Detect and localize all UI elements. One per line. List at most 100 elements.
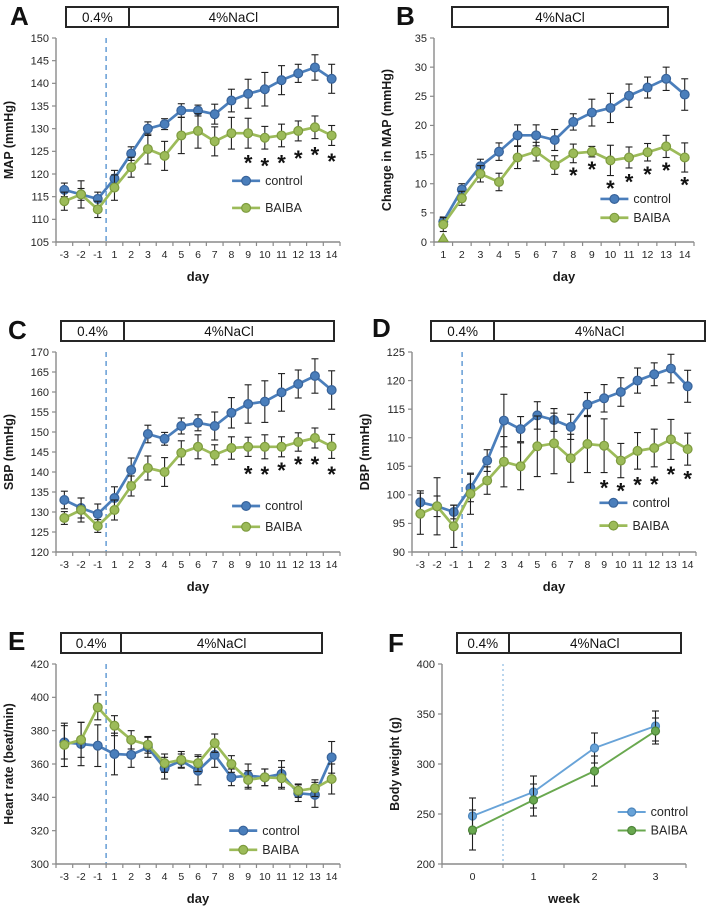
x-tick-label: 5	[178, 249, 184, 261]
x-axis-title: day	[543, 579, 566, 594]
data-point-baiba	[126, 162, 137, 173]
data-point-control	[565, 421, 576, 432]
series-baiba	[59, 694, 337, 798]
data-point-baiba	[92, 702, 103, 713]
data-point-control	[498, 415, 509, 426]
legend-label-control: control	[633, 192, 671, 206]
x-tick-label: 11	[276, 249, 287, 261]
x-tick-label: 8	[228, 871, 234, 883]
data-point-baiba	[549, 438, 560, 449]
y-tick-label: 120	[387, 375, 405, 387]
y-tick-label: 400	[417, 659, 435, 671]
data-point-control	[92, 740, 103, 751]
series-line-control	[471, 725, 657, 817]
diet-label-nacl: 4%NaCl	[127, 6, 339, 28]
x-tick-label: 14	[326, 249, 338, 261]
legend-marker-control	[627, 807, 637, 817]
legend-marker-baiba	[238, 844, 249, 855]
data-point-control	[293, 68, 304, 79]
x-tick-label: 3	[145, 249, 151, 261]
panel-a: A 0.4% 4%NaCl 105 110 115 120 125 130 135 140 14…	[0, 0, 356, 290]
x-tick-label: 1	[112, 871, 118, 883]
data-point-control	[482, 455, 493, 466]
panel-f: F 0.4% 4%NaCl 200 250 300 350 400 0 1 2 3 week Bod…	[356, 600, 712, 912]
data-point-baiba	[605, 155, 616, 166]
data-point-control	[679, 89, 690, 100]
panel-b: B 4%NaCl 0 5 10 15 20 25 30 35 1 2 3 4 5 6 7 8 9 10 11 12 13…	[356, 0, 712, 290]
data-point-baiba	[326, 130, 337, 141]
x-tick-label: 10	[259, 249, 271, 261]
significance-asterisk: *	[600, 476, 609, 501]
x-tick-label: 12	[292, 559, 304, 571]
significance-asterisk: *	[244, 461, 253, 486]
x-tick-label: 8	[228, 559, 234, 571]
data-point-baiba	[549, 160, 560, 171]
panel-e: E 0.4% 4%NaCl 300 320 340 360 380 400 420 -3 -2-…	[0, 600, 356, 912]
significance-asterisk: *	[667, 462, 676, 487]
series-line-baiba	[471, 730, 657, 831]
x-tick-label: -1	[449, 559, 458, 571]
data-point-baiba	[76, 189, 87, 200]
data-point-baiba	[582, 438, 593, 449]
data-point-baiba	[624, 152, 635, 163]
data-point-control	[494, 146, 505, 157]
data-point-control	[176, 105, 187, 116]
y-tick-label: 160	[31, 387, 49, 399]
data-point-control	[682, 381, 693, 392]
legend-marker-baiba	[608, 520, 619, 531]
x-tick-label: 10	[615, 559, 627, 571]
y-tick-label: 150	[31, 427, 49, 439]
data-point-control	[193, 417, 204, 428]
data-point-control	[624, 90, 635, 101]
y-tick-label: 140	[31, 467, 49, 479]
x-tick-label: 13	[309, 559, 321, 571]
y-tick-label: 100	[387, 490, 405, 502]
series-control	[59, 358, 337, 525]
data-point-baiba	[498, 456, 509, 467]
x-tick-label: 7	[212, 871, 218, 883]
significance-asterisk: *	[650, 472, 659, 497]
x-tick-label: -3	[60, 871, 69, 883]
data-point-baiba	[209, 449, 220, 460]
y-tick-label: 130	[31, 507, 49, 519]
data-point-baiba	[326, 441, 337, 452]
legend: control BAIBA	[232, 174, 303, 215]
x-tick-label: 14	[679, 249, 691, 261]
significance-asterisk: *	[662, 158, 671, 183]
data-point-baiba	[142, 144, 153, 155]
x-tick-label: 5	[178, 871, 184, 883]
y-tick-label: 320	[31, 825, 49, 837]
x-axis-title: day	[187, 891, 210, 906]
legend-label-baiba: BAIBA	[265, 201, 302, 215]
y-tick-label: 135	[31, 101, 49, 113]
significance-asterisk: *	[588, 157, 597, 182]
x-tick-label: 1	[440, 249, 446, 261]
y-tick-label: 30	[415, 62, 427, 74]
x-tick-label: 3	[478, 249, 484, 261]
series-control	[438, 66, 690, 227]
data-point-baiba	[193, 758, 204, 769]
x-tick-label: 11	[624, 249, 635, 261]
data-point-baiba	[432, 501, 443, 512]
chart-e: 300 320 340 360 380 400 420 -3 -2 -1 1 2 3 4 5 6 7 8 9 10 11…	[0, 658, 356, 915]
data-point-baiba	[494, 176, 505, 187]
data-point-control	[209, 420, 220, 431]
data-point-baiba	[467, 825, 478, 835]
panel-b-label: B	[396, 1, 415, 31]
legend: control BAIBA	[600, 192, 671, 225]
data-point-baiba	[309, 783, 320, 794]
x-tick-label: 3	[501, 559, 507, 571]
legend-marker-control	[241, 175, 252, 186]
data-point-control	[515, 424, 526, 435]
x-tick-label: 2	[592, 871, 598, 883]
x-tick-label: 13	[309, 871, 321, 883]
x-tick-label: 9	[245, 559, 251, 571]
y-tick-label: 140	[31, 78, 49, 90]
x-tick-label: 5	[178, 559, 184, 571]
data-point-baiba	[176, 447, 187, 458]
significance-asterisk: *	[294, 452, 303, 477]
significance-asterisk: *	[311, 142, 320, 167]
